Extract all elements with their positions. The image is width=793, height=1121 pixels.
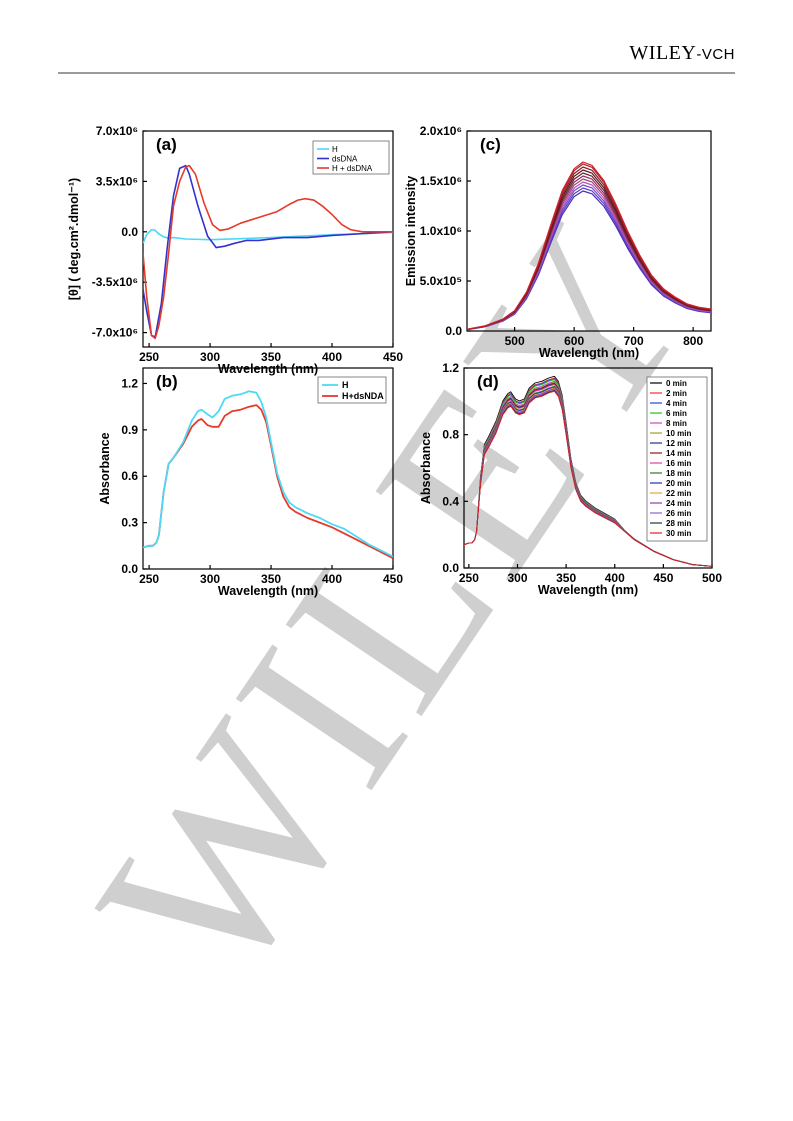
y-tick-label: 0.0 [445, 324, 462, 338]
x-tick-label: 350 [261, 572, 281, 586]
y-tick-label: 1.2 [442, 361, 459, 375]
x-tick-label: 450 [653, 571, 673, 585]
y-tick-label: 0.8 [442, 428, 459, 442]
y-tick-label: 0.3 [121, 516, 138, 530]
legend-label: 24 min [666, 499, 691, 508]
legend-label: H [332, 145, 338, 154]
y-axis-title: Absorbance [419, 432, 433, 504]
legend-label: H + dsDNA [332, 164, 373, 173]
x-tick-label: 700 [624, 334, 644, 348]
x-tick-label: 350 [261, 350, 281, 364]
x-tick-label: 350 [556, 571, 576, 585]
series-group [143, 164, 393, 340]
legend-label: 12 min [666, 439, 691, 448]
x-axis-title: Wavelength (nm) [538, 583, 638, 597]
legend-label: 26 min [666, 509, 691, 518]
x-tick-label: 250 [459, 571, 479, 585]
y-tick-label: 2.0x10⁶ [420, 124, 462, 138]
publisher-logo: WILEY-VCH [629, 42, 735, 65]
x-tick-label: 450 [383, 350, 403, 364]
y-tick-label: 0.0 [121, 225, 138, 239]
x-tick-label: 400 [322, 572, 342, 586]
x-tick-label: 250 [139, 572, 159, 586]
legend-label: 2 min [666, 389, 687, 398]
x-tick-label: 500 [702, 571, 722, 585]
x-tick-label: 300 [507, 571, 527, 585]
brand-name: WILEY [629, 42, 697, 64]
legend-label: 0 min [666, 379, 687, 388]
y-tick-label: 1.2 [121, 376, 138, 390]
y-tick-label: 0.4 [442, 494, 459, 508]
y-tick-label: 1.5x10⁶ [420, 174, 462, 188]
panel-label: (d) [477, 372, 499, 391]
legend-label: 10 min [666, 429, 691, 438]
x-tick-label: 300 [200, 350, 220, 364]
emission-curve [467, 161, 711, 330]
panel-label: (c) [480, 135, 501, 154]
legend-label: 18 min [666, 469, 691, 478]
legend-label: 14 min [666, 449, 691, 458]
brand-suffix: -VCH [696, 46, 735, 63]
legend-label: 30 min [666, 529, 691, 538]
legend-label: 4 min [666, 399, 687, 408]
x-tick-label: 500 [505, 334, 525, 348]
x-tick-label: 600 [564, 334, 584, 348]
x-tick-label: 300 [200, 572, 220, 586]
legend-label: 6 min [666, 409, 687, 418]
panel-label: (b) [156, 372, 178, 391]
y-tick-label: -7.0x10⁶ [92, 326, 138, 340]
legend-label: 28 min [666, 519, 691, 528]
series-group [143, 390, 393, 560]
legend-label: dsDNA [332, 155, 358, 164]
series-line-30-min [464, 390, 712, 567]
plot-frame [463, 367, 713, 569]
x-tick-label: 450 [383, 572, 403, 586]
y-tick-label: -3.5x10⁶ [92, 275, 138, 289]
y-tick-label: 3.5x10⁶ [96, 174, 138, 188]
y-tick-label: 7.0x10⁶ [96, 124, 138, 138]
legend-label: 16 min [666, 459, 691, 468]
series-group [464, 375, 712, 567]
y-axis-title: [θ] ( deg.cm².dmol⁻¹) [67, 178, 81, 300]
series-line-h-dsdna [143, 164, 393, 340]
series-line-h [143, 390, 393, 558]
panel-label: (a) [156, 135, 177, 154]
y-tick-label: 5.0x10⁵ [420, 274, 462, 288]
y-tick-label: 0.6 [121, 469, 138, 483]
series-group [467, 161, 711, 331]
x-tick-label: 400 [605, 571, 625, 585]
header-rule [58, 72, 735, 74]
y-tick-label: 0.0 [121, 562, 138, 576]
legend-label: 22 min [666, 489, 691, 498]
series-line-dsdna [143, 164, 393, 338]
y-axis-title: Absorbance [98, 432, 112, 504]
y-tick-label: 0.0 [442, 561, 459, 575]
x-axis-title: Wavelength (nm) [539, 346, 639, 360]
y-tick-label: 0.9 [121, 423, 138, 437]
legend-label: 8 min [666, 419, 687, 428]
x-tick-label: 800 [683, 334, 703, 348]
x-axis-title: Wavelength (nm) [218, 362, 318, 376]
plot-frame [142, 130, 394, 348]
x-tick-label: 400 [322, 350, 342, 364]
y-axis-title: Emission intensity [404, 176, 418, 286]
x-tick-label: 250 [139, 350, 159, 364]
x-axis-title: Wavelength (nm) [218, 584, 318, 598]
legend-label: H+dsNDA [342, 391, 384, 401]
legend-box [646, 376, 708, 542]
legend-label: H [342, 380, 349, 390]
plot-frame [142, 367, 394, 570]
y-tick-label: 1.0x10⁶ [420, 224, 462, 238]
legend-box [317, 376, 387, 404]
legend-label: 20 min [666, 479, 691, 488]
